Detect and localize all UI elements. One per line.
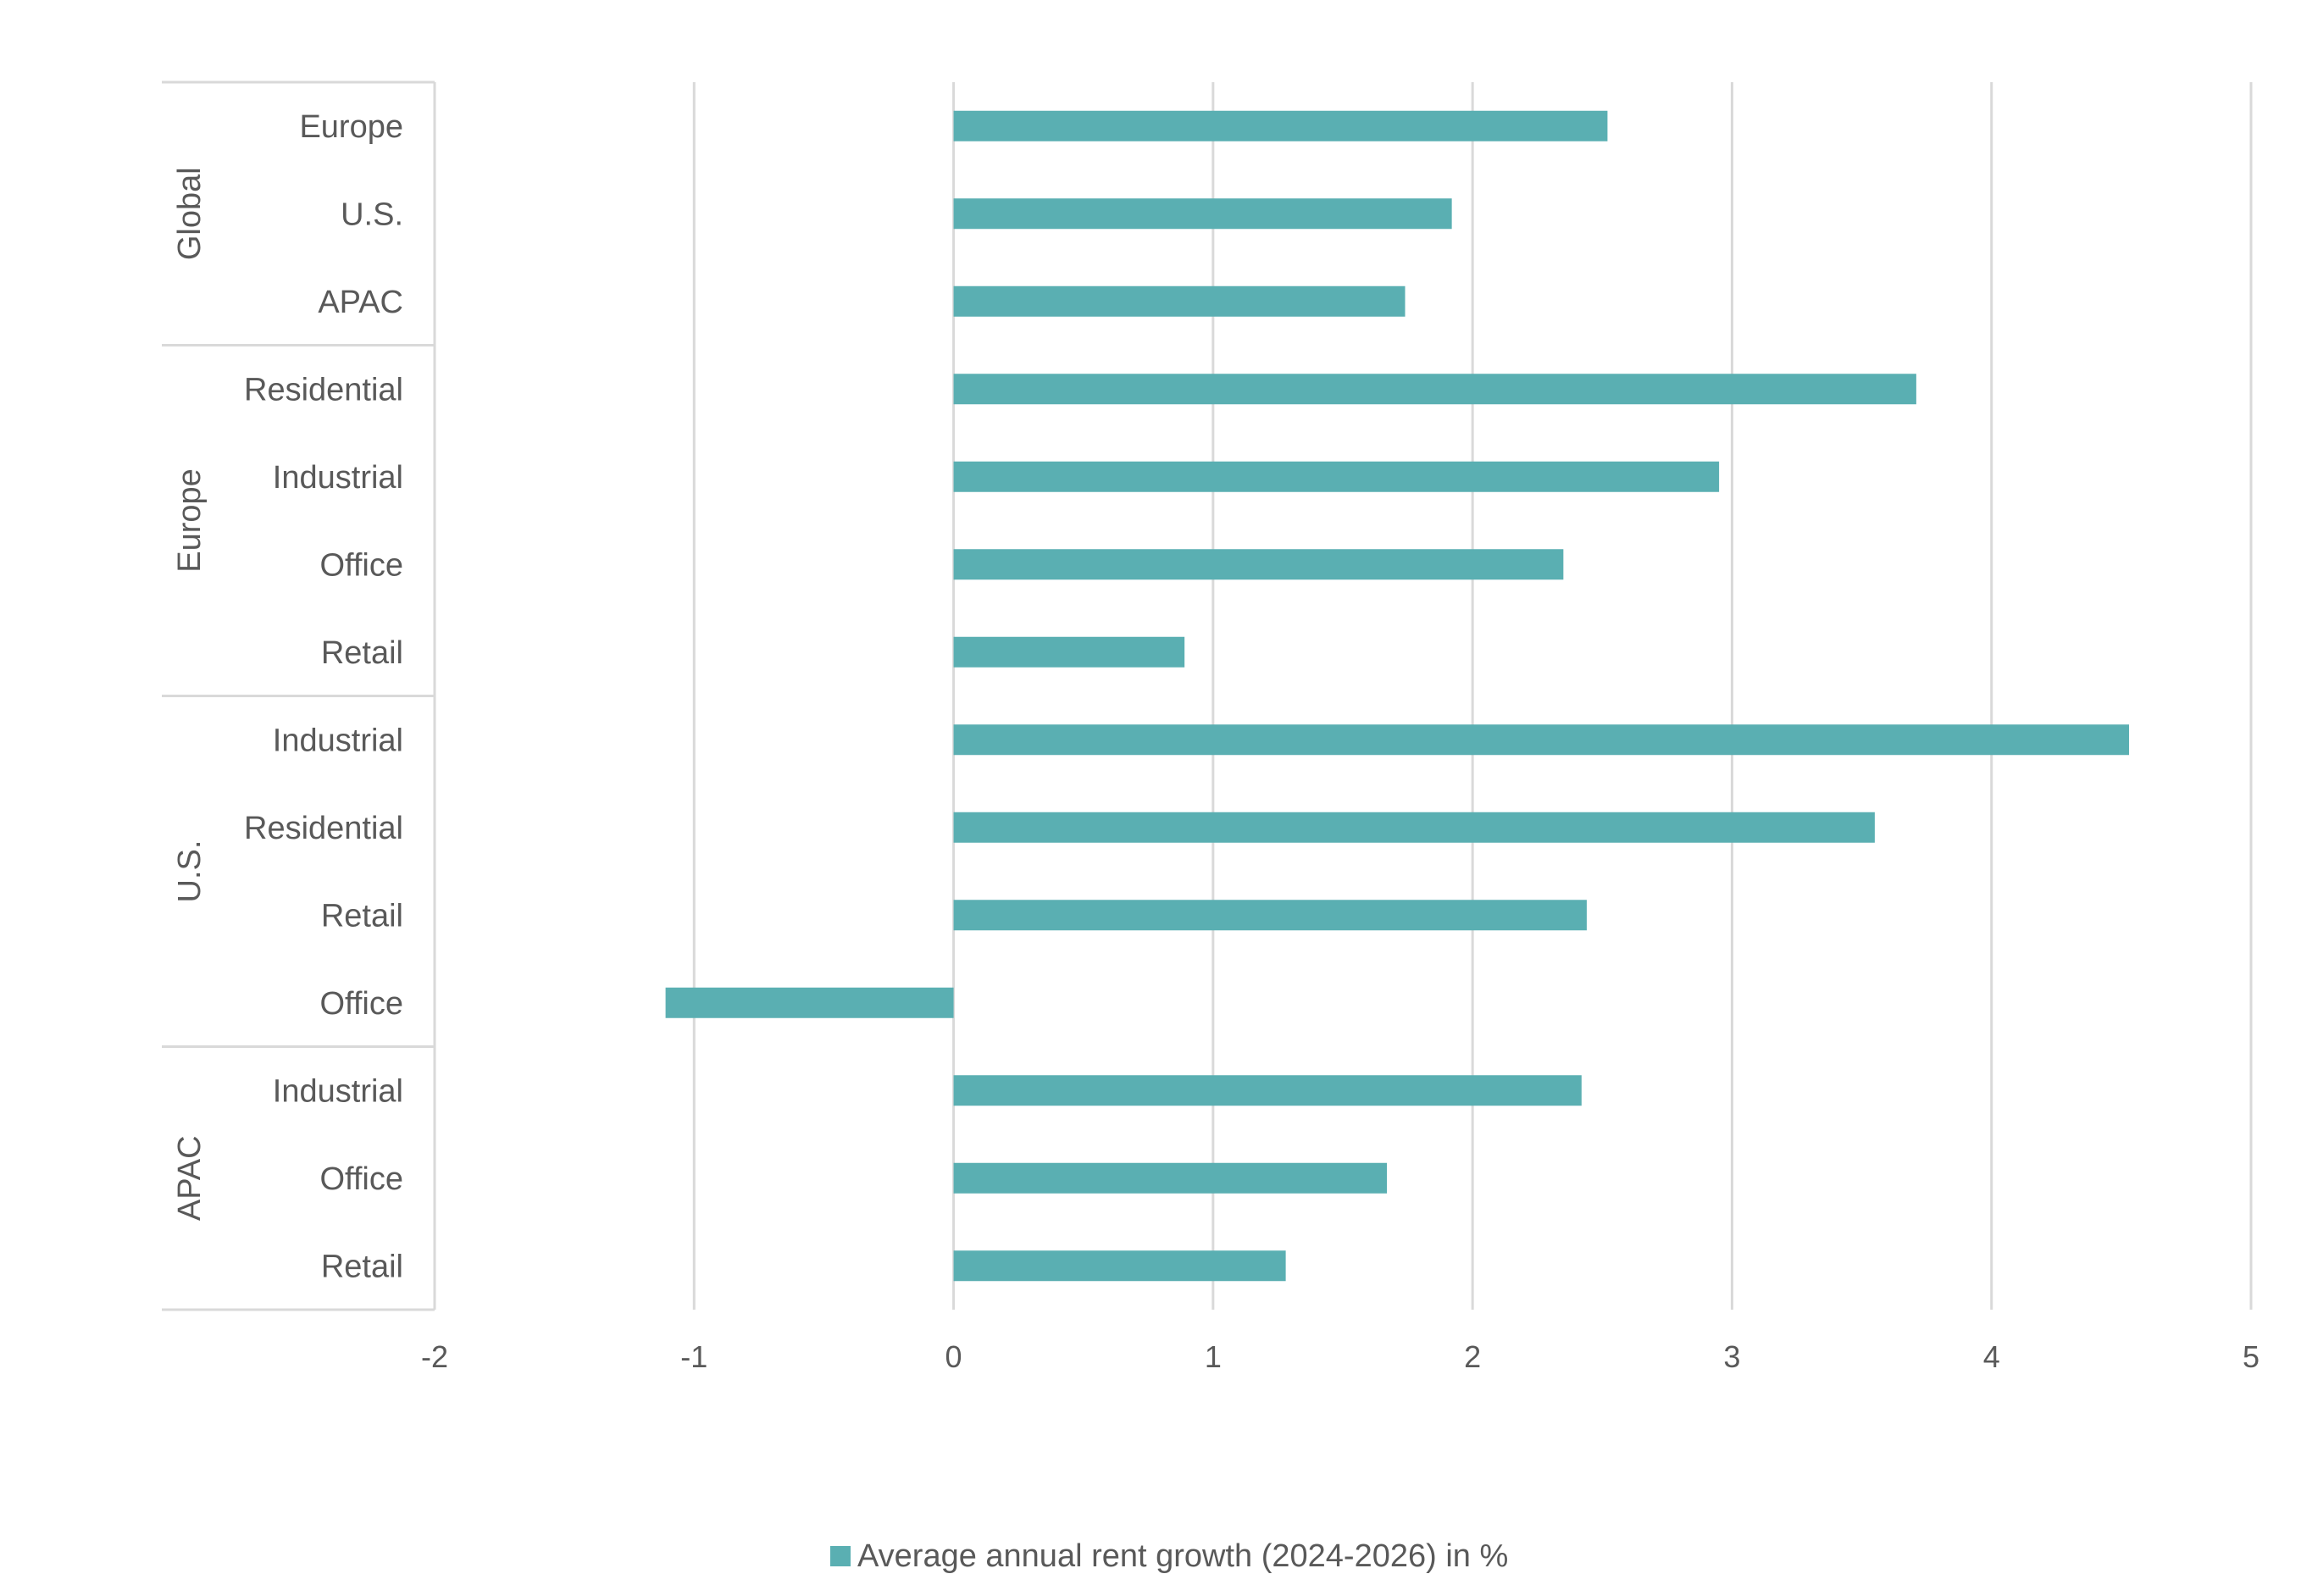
category-label: Industrial: [273, 1073, 403, 1109]
x-tick-label: -1: [680, 1339, 707, 1374]
bar: [953, 1250, 1286, 1282]
x-tick-label: 2: [1464, 1339, 1481, 1374]
x-axis-ticks: -2 -1 0 1 2 3 4 5: [421, 1339, 2259, 1374]
bar: [953, 110, 1608, 141]
group-label: U.S.: [172, 840, 208, 903]
bar: [953, 636, 1185, 668]
category-label: Industrial: [273, 460, 403, 496]
category-label: Retail: [321, 1249, 403, 1284]
category-label: Office: [319, 986, 403, 1022]
bar: [953, 285, 1406, 317]
bar: [953, 900, 1587, 931]
bar: [953, 374, 1916, 405]
group-label: APAC: [172, 1135, 208, 1221]
legend: Average annual rent growth (2024-2026) i…: [830, 1538, 1508, 1574]
category-label: Retail: [321, 898, 403, 934]
category-label: Office: [319, 547, 403, 583]
category-axis: Europe U.S. APAC Global Residential Industria…: [162, 80, 436, 1311]
category-label: Europe: [299, 109, 403, 145]
bar: [953, 812, 1875, 843]
group-label: Global: [172, 167, 208, 260]
bar: [953, 461, 1720, 492]
x-tick-label: 1: [1205, 1339, 1222, 1374]
bar: [953, 1075, 1582, 1106]
category-label: U.S.: [341, 197, 403, 232]
category-label: Retail: [321, 635, 403, 671]
bar: [665, 987, 954, 1018]
x-tick-label: -2: [421, 1339, 448, 1374]
category-label: Residential: [244, 811, 403, 846]
bars: [665, 110, 2130, 1282]
category-label: Industrial: [273, 723, 403, 758]
legend-label: Average annual rent growth (2024-2026) i…: [857, 1538, 1508, 1574]
legend-swatch: [830, 1546, 851, 1566]
bar: [953, 724, 2130, 756]
category-label: APAC: [318, 285, 403, 320]
bar: [953, 198, 1452, 230]
group-label: Europe: [172, 468, 208, 573]
x-tick-label: 4: [1983, 1339, 2000, 1374]
x-tick-label: 3: [1723, 1339, 1740, 1374]
bar: [953, 549, 1564, 580]
x-tick-label: 0: [945, 1339, 962, 1374]
bar: [953, 1162, 1388, 1194]
gridlines: [433, 82, 2253, 1310]
category-label: Office: [319, 1161, 403, 1197]
category-label: Residential: [244, 372, 403, 407]
x-tick-label: 5: [2243, 1339, 2259, 1374]
